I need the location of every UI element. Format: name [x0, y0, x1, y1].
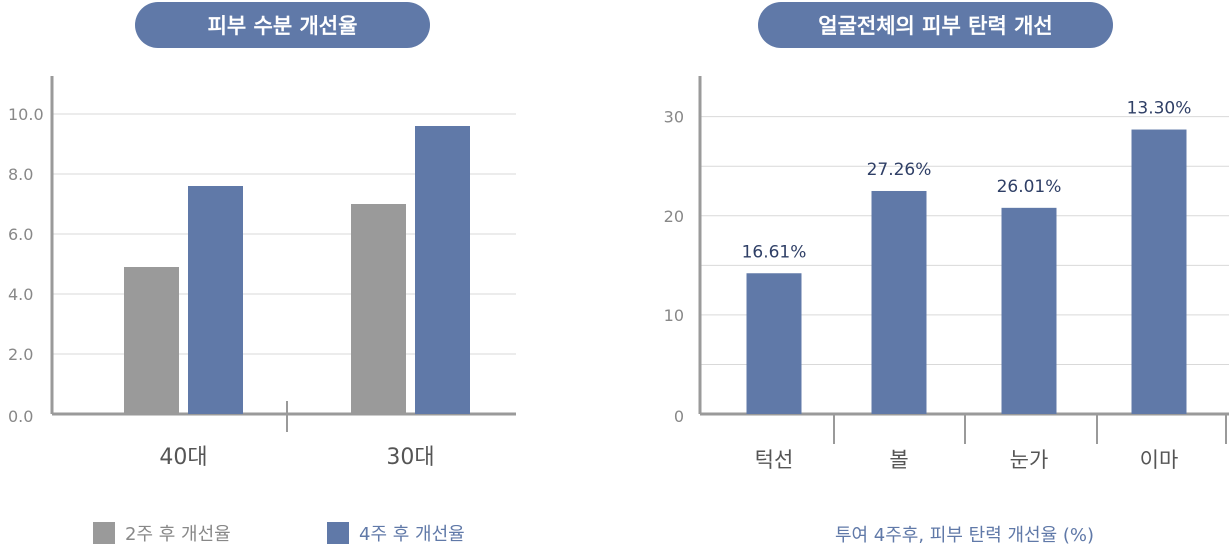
moisture-chart-title: 피부 수분 개선율	[135, 2, 430, 48]
right-y-tick-label: 30	[664, 108, 684, 127]
left-y-tick-label: 0.0	[8, 407, 33, 426]
right-bar-0	[746, 273, 802, 414]
legend-label-2-weeks: 2주 후 개선율	[125, 524, 231, 545]
right-y-tick-label: 10	[664, 306, 684, 325]
left-bar-2wk-1	[351, 204, 406, 414]
right-bar-3	[1131, 129, 1187, 414]
elasticity-caption: 투여 4주후, 피부 탄력 개선율 (%)	[0, 521, 1229, 547]
left-bar-2wk-0	[124, 267, 179, 414]
left-y-tick-label: 10.0	[8, 105, 44, 124]
legend-label-4-weeks: 4주 후 개선율	[359, 524, 465, 545]
left-y-tick-label: 2.0	[8, 345, 33, 364]
right-y-tick-label: 20	[664, 207, 684, 226]
legend-swatch-gray	[93, 522, 115, 544]
left-bar-4wk-1	[415, 126, 470, 414]
right-data-label: 26.01%	[997, 177, 1062, 197]
right-category-label: 눈가	[1010, 448, 1049, 472]
left-y-tick-label: 8.0	[8, 165, 33, 184]
right-category-label: 이마	[1140, 448, 1179, 472]
right-y-tick-label: 0	[674, 407, 684, 426]
legend-swatch-blue	[327, 522, 349, 544]
left-category-label: 40대	[159, 445, 207, 470]
right-data-label: 13.30%	[1127, 99, 1192, 119]
legend-item-2-weeks: 2주 후 개선율	[93, 520, 231, 546]
legend-item-4-weeks: 4주 후 개선율	[327, 520, 465, 546]
left-y-tick-label: 4.0	[8, 285, 33, 304]
right-data-label: 16.61%	[742, 242, 807, 262]
right-category-label: 볼	[889, 448, 908, 472]
elasticity-caption-text: 투여 4주후, 피부 탄력 개선율 (%)	[834, 525, 1095, 546]
right-bar-2	[1001, 207, 1057, 414]
left-bar-4wk-0	[188, 186, 243, 414]
elasticity-chart-title: 얼굴전체의 피부 탄력 개선	[758, 2, 1113, 48]
right-category-label: 턱선	[755, 448, 794, 472]
right-bar-1	[871, 190, 927, 414]
left-y-tick-label: 6.0	[8, 225, 33, 244]
right-data-label: 27.26%	[867, 160, 932, 180]
left-category-label: 30대	[386, 445, 434, 470]
